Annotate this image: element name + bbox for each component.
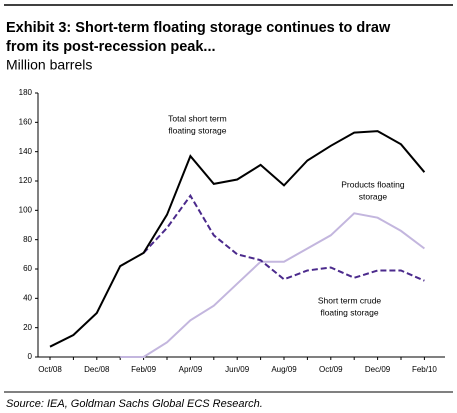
x-tick-label: Dec/08	[84, 365, 110, 374]
x-tick-label: Feb/09	[131, 365, 156, 374]
annotation: Total short term	[168, 114, 227, 124]
x-tick-label: Oct/08	[38, 365, 62, 374]
annotation: floating storage	[320, 308, 378, 318]
y-tick-label: 100	[19, 205, 33, 214]
series-line	[142, 193, 425, 282]
annotation: storage	[359, 192, 388, 202]
y-tick-label: 20	[23, 323, 32, 332]
y-tick-label: 0	[28, 352, 33, 361]
y-tick-label: 60	[23, 264, 32, 273]
annotation: floating storage	[168, 126, 226, 136]
source: Source: IEA, Goldman Sachs Global ECS Re…	[6, 398, 263, 410]
annotation: Short term crude	[318, 296, 382, 306]
x-tick-label: Dec/09	[365, 365, 391, 374]
y-tick-label: 80	[23, 235, 32, 244]
y-tick-label: 160	[19, 117, 33, 126]
y-tick-label: 40	[23, 293, 32, 302]
chart-subtitle: Million barrels	[6, 57, 92, 73]
series-line	[49, 130, 426, 348]
y-tick-label: 120	[19, 176, 33, 185]
x-tick-label: Aug/09	[271, 365, 297, 374]
x-tick-label: Feb/10	[412, 365, 437, 374]
y-tick-label: 140	[19, 147, 33, 156]
x-tick-label: Jun/09	[225, 365, 250, 374]
chart-title: Exhibit 3: Short-term floating storage c…	[6, 20, 391, 36]
x-tick-label: Apr/09	[179, 365, 203, 374]
x-tick-label: Oct/09	[319, 365, 343, 374]
annotation: Products floating	[341, 180, 405, 190]
y-tick-label: 180	[19, 88, 33, 97]
chart-title: from its post-recession peak...	[6, 39, 216, 55]
series-line	[120, 212, 426, 358]
